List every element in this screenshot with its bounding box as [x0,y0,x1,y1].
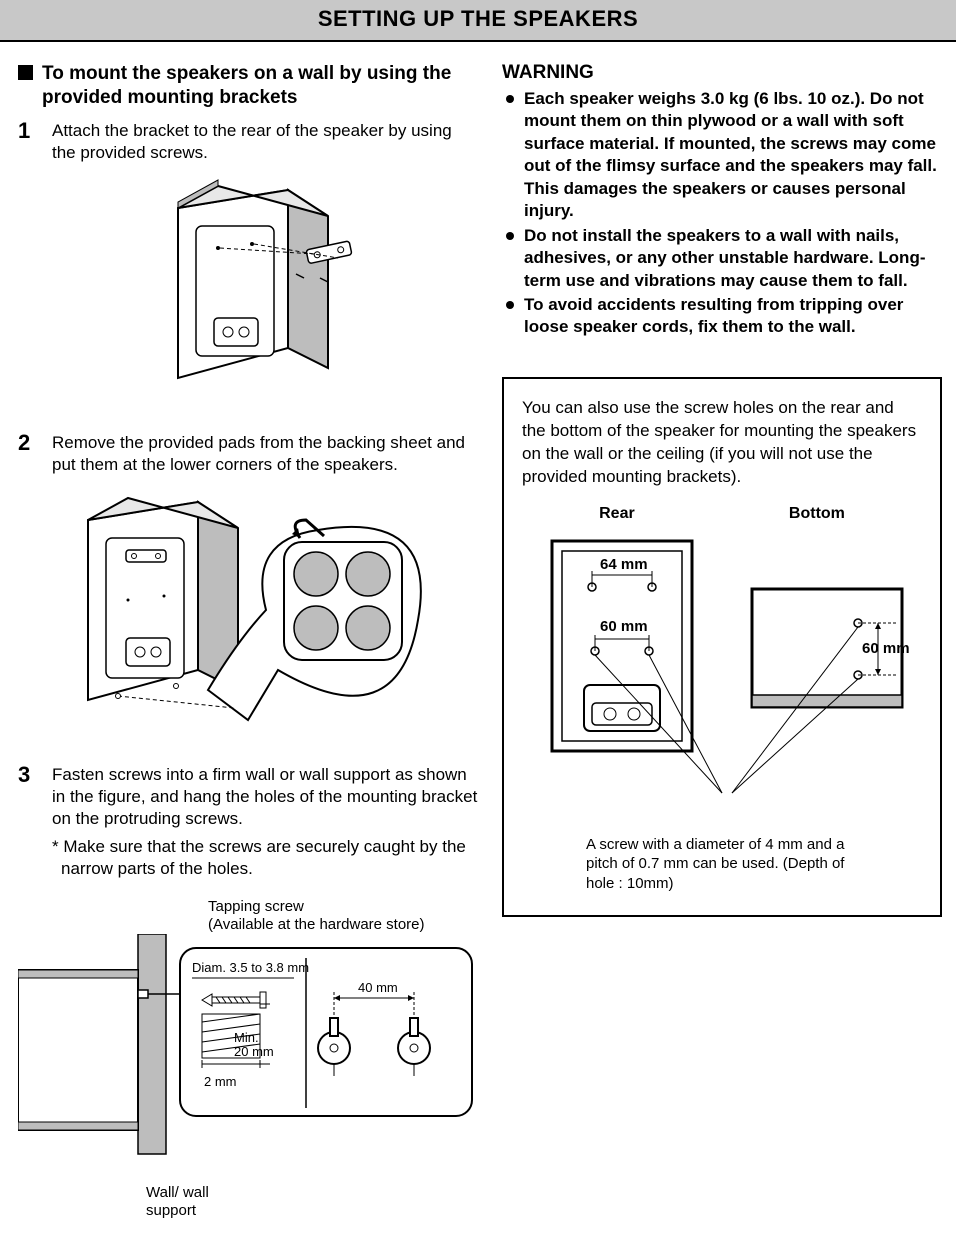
warning-item-1: Each speaker weighs 3.0 kg (6 lbs. 10 oz… [502,88,942,223]
step-3: 3 Fasten screws into a firm wall or wall… [18,764,478,830]
diam-label: Diam. 3.5 to 3.8 mm [192,960,309,975]
section-heading-text: To mount the speakers on a wall by using… [42,62,478,110]
spacing-label: 40 mm [358,980,398,995]
warning-list: Each speaker weighs 3.0 kg (6 lbs. 10 oz… [502,88,942,339]
step-2-text: Remove the provided pads from the backin… [52,432,478,476]
tapping-screw-label: Tapping screw (Available at the hardware… [208,898,478,934]
figure-step2 [18,490,478,740]
rear-label: Rear [599,505,635,523]
figure-step3: Diam. 3.5 to 3.8 mm [18,934,478,1164]
warning-item-3: To avoid accidents resulting from trippi… [502,294,942,339]
step-3-number: 3 [18,764,40,830]
page-title: SETTING UP THE SPEAKERS [0,0,956,42]
dim-60mm-bottom: 60 mm [862,640,910,657]
right-column: WARNING Each speaker weighs 3.0 kg (6 lb… [502,62,942,1220]
warning-heading: WARNING [502,62,942,84]
step-3-note: * Make sure that the screws are securely… [52,836,478,880]
step-1-number: 1 [18,120,40,164]
left-column: To mount the speakers on a wall by using… [18,62,478,1220]
wall-support-label: Wall/ wall support [146,1184,478,1220]
step-2-number: 2 [18,432,40,476]
step-1: 1 Attach the bracket to the rear of the … [18,120,478,164]
warning-item-2: Do not install the speakers to a wall wi… [502,225,942,292]
figure-screw-holes: 64 mm 60 mm [522,531,922,821]
dim-60mm-rear: 60 mm [600,618,648,635]
section-heading: To mount the speakers on a wall by using… [18,62,478,110]
clear-label: 2 mm [204,1074,237,1089]
step-2: 2 Remove the provided pads from the back… [18,432,478,476]
step-1-text: Attach the bracket to the rear of the sp… [52,120,478,164]
dim-64mm: 64 mm [600,556,648,573]
step-3-text: Fasten screws into a firm wall or wall s… [52,764,478,830]
figure-step1 [18,178,478,408]
bottom-label: Bottom [789,505,845,523]
info-box-text: You can also use the screw holes on the … [522,397,922,489]
info-box: You can also use the screw holes on the … [502,377,942,917]
info-box-labels: Rear Bottom [522,505,922,523]
info-box-caption: A screw with a diameter of 4 mm and a pi… [586,835,858,894]
square-bullet-icon [18,65,33,80]
content-columns: To mount the speakers on a wall by using… [0,42,956,1220]
